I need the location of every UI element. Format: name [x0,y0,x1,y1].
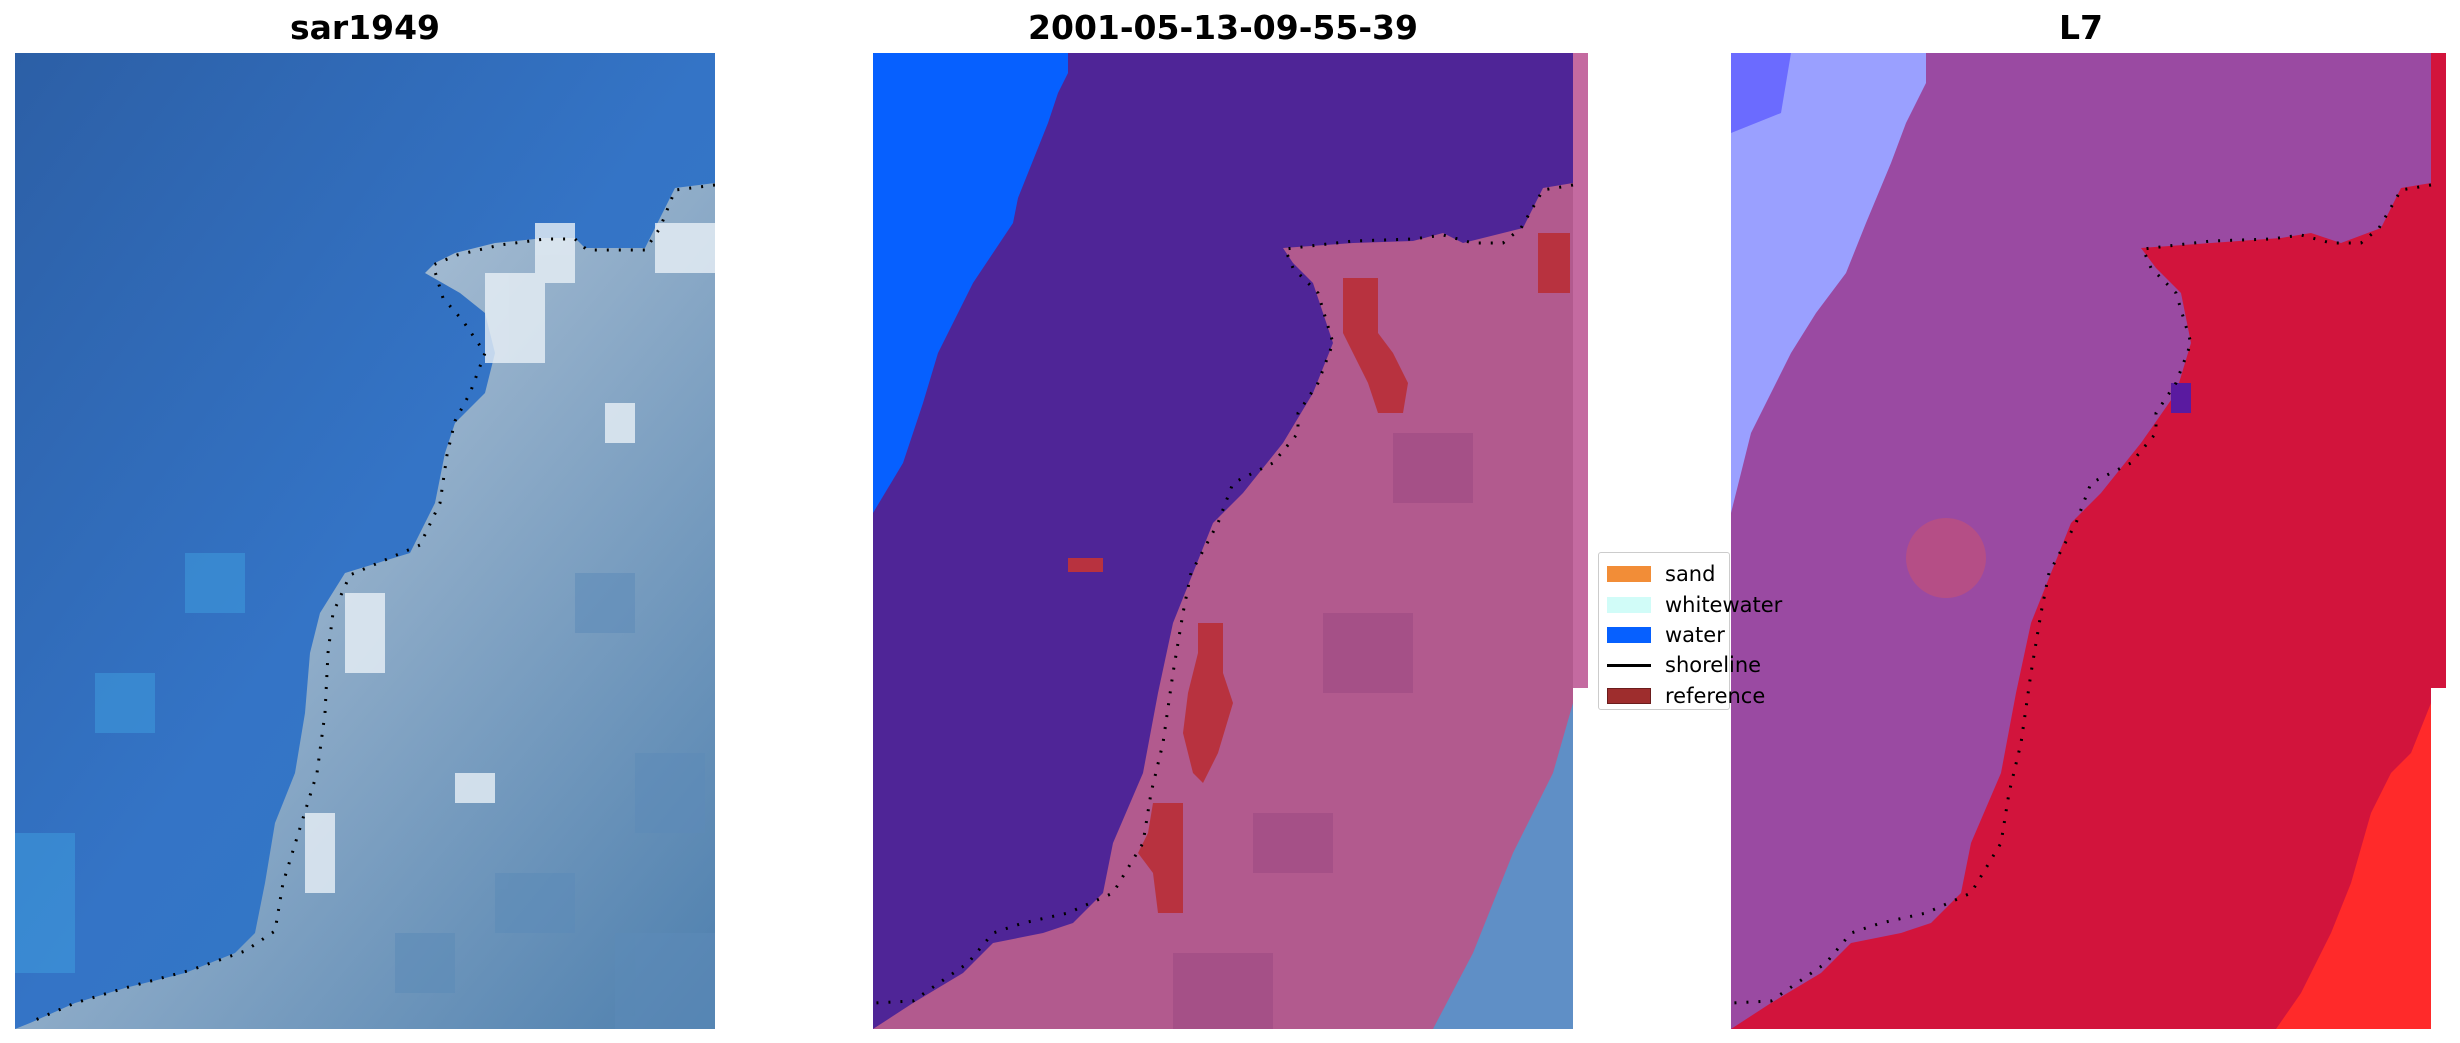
legend-label-reference: reference [1665,684,1766,708]
legend-swatch-water [1607,627,1651,643]
panel-title-nir: L7 [2059,8,2103,47]
legend-item-water: water [1607,620,1807,650]
legend-label-sand: sand [1665,562,1716,586]
rgb-image [15,53,715,1029]
legend-swatch-whitewater [1607,597,1651,613]
legend: sand whitewater water shoreline referenc… [1598,552,1782,710]
rgb-image-panel [15,53,715,1029]
legend-item-sand: sand [1607,559,1807,589]
legend-item-reference: reference [1607,681,1807,711]
legend-item-whitewater: whitewater [1607,590,1807,620]
legend-swatch-reference [1607,688,1651,704]
legend-label-water: water [1665,623,1725,647]
classification-panel [873,53,1593,1029]
legend-line-shoreline [1607,663,1651,667]
panel-title-rgb: sar1949 [289,8,441,47]
nir-image [1731,53,2446,1029]
legend-item-shoreline: shoreline [1607,650,1807,680]
nir-panel [1731,53,2451,1029]
legend-swatch-sand [1607,566,1651,582]
classification-image [873,53,1588,1029]
panel-title-classification: 2001-05-13-09-55-39 [1028,8,1418,47]
legend-label-shoreline: shoreline [1665,653,1762,677]
legend-label-whitewater: whitewater [1665,593,1783,617]
